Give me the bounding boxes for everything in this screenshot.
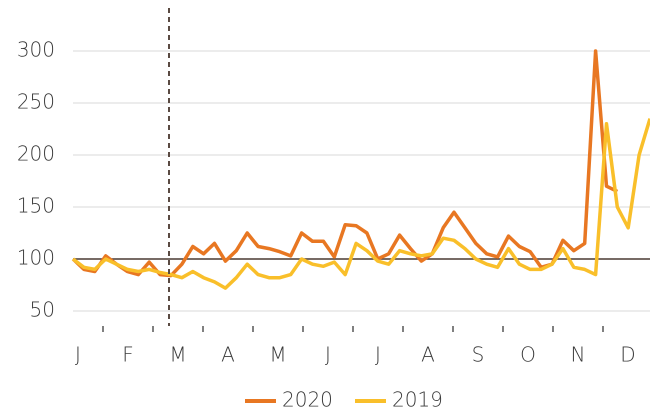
x-tick-label: D: [620, 343, 635, 367]
y-tick-label: 150: [17, 194, 55, 218]
legend-label: 2020: [282, 388, 333, 412]
y-tick-label: 50: [30, 298, 55, 322]
y-tick-label: 300: [17, 38, 55, 62]
y-tick-label: 200: [17, 142, 55, 166]
x-tick-label: O: [520, 343, 536, 367]
x-tick-label: M: [269, 343, 286, 367]
x-tick-label: F: [122, 343, 134, 367]
x-tick-label: M: [169, 343, 186, 367]
x-tick-label: J: [75, 343, 81, 367]
y-tick-label: 250: [17, 90, 55, 114]
x-tick-label: S: [472, 343, 485, 367]
series-line: [71, 118, 650, 290]
x-tick-label: J: [375, 343, 381, 367]
x-tick-label: N: [571, 343, 586, 367]
x-tick-label: A: [421, 343, 435, 367]
x-tick-label: A: [221, 343, 235, 367]
x-tick-label: J: [325, 343, 331, 367]
y-tick-label: 100: [17, 246, 55, 270]
legend-label: 2019: [392, 388, 443, 412]
series-line: [71, 49, 619, 278]
